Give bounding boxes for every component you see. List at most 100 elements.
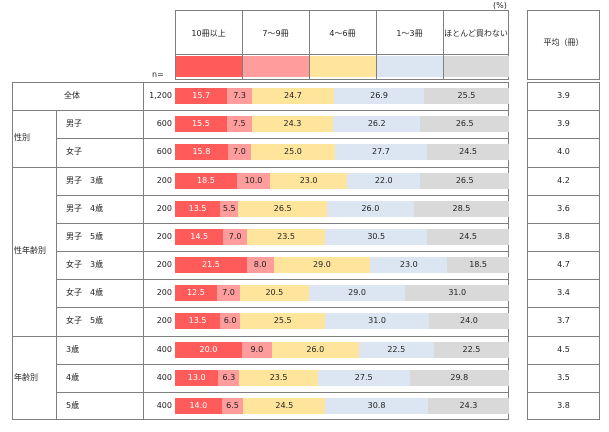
bar-segment: 7.5 <box>226 116 252 133</box>
data-label: 23.5 <box>277 231 295 241</box>
bar-segment: 28.5 <box>413 200 509 217</box>
row-n: 600 <box>156 147 172 156</box>
n-header: n= <box>152 70 164 79</box>
bar-segment: 25.5 <box>240 313 326 330</box>
bar-segment: 29.8 <box>409 369 509 386</box>
data-label: 25.5 <box>457 91 476 101</box>
bar-segment: 26.9 <box>334 88 424 105</box>
row-n: 200 <box>156 204 172 213</box>
section-divider <box>12 336 509 337</box>
row-divider <box>56 195 509 196</box>
bar-segment: 24.5 <box>243 397 326 414</box>
bar-segment: 13.5 <box>175 313 221 330</box>
row-label: 女子 5歳 <box>66 316 104 325</box>
legend-col-divider <box>443 10 444 80</box>
average-row-divider <box>527 251 600 252</box>
bar-segment: 5.5 <box>220 200 239 217</box>
bar-segment: 25.0 <box>251 144 335 161</box>
data-label: 24.3 <box>283 119 302 129</box>
average-row-divider <box>527 392 600 393</box>
data-label: 26.5 <box>273 203 292 213</box>
row-average: 3.9 <box>557 119 570 128</box>
row-label: 女子 3歳 <box>66 260 104 269</box>
legend-label: 10冊以上 <box>191 29 226 38</box>
row-average: 4.2 <box>557 176 570 185</box>
legend-col-divider <box>309 10 310 80</box>
bar-segment: 24.5 <box>427 228 509 245</box>
legend-swatch <box>176 56 242 77</box>
data-label: 31.0 <box>368 316 386 326</box>
bar-segment: 24.3 <box>251 116 333 133</box>
bar-segment: 26.2 <box>332 116 421 133</box>
bar-segment: 7.0 <box>223 228 247 245</box>
row-label: 男子 4歳 <box>66 204 104 213</box>
legend-label: 1～3冊 <box>396 29 423 38</box>
row-average: 4.7 <box>557 260 570 269</box>
data-label: 7.0 <box>233 147 246 157</box>
data-label: 31.0 <box>448 288 467 298</box>
bar-segment: 31.0 <box>405 285 509 302</box>
row-average: 3.9 <box>557 91 570 100</box>
data-label: 20.5 <box>265 288 284 298</box>
bar-segment: 26.5 <box>238 200 327 217</box>
unit-label: (%) <box>493 1 507 10</box>
data-label: 13.0 <box>187 372 206 382</box>
data-label: 26.9 <box>370 91 388 101</box>
row-label: 女子 4歳 <box>66 288 104 297</box>
bar-segment: 18.5 <box>175 172 237 189</box>
data-label: 28.5 <box>452 203 471 213</box>
bar-segment: 31.0 <box>325 313 429 330</box>
row-divider <box>56 138 509 139</box>
bar-segment: 10.0 <box>236 172 271 189</box>
group-label: 性年齢別 <box>14 246 46 255</box>
data-label: 24.7 <box>284 91 302 101</box>
bar-segment: 27.7 <box>334 144 428 161</box>
average-row-divider <box>527 307 600 308</box>
data-label: 26.0 <box>361 203 380 213</box>
row-label: 女子 <box>66 147 82 156</box>
legend-label: 7～9冊 <box>262 29 289 38</box>
data-label: 27.5 <box>354 372 373 382</box>
data-label: 8.0 <box>253 260 267 270</box>
data-label: 6.0 <box>223 316 237 326</box>
row-label: 5歳 <box>66 401 80 410</box>
bar-segment: 24.3 <box>427 397 509 414</box>
data-label: 20.0 <box>199 344 218 354</box>
data-label: 26.5 <box>455 175 474 185</box>
data-label: 18.5 <box>196 175 215 185</box>
bar-segment: 7.0 <box>216 285 241 302</box>
data-label: 15.7 <box>192 91 211 101</box>
data-label: 26.2 <box>367 119 386 129</box>
data-label: 23.0 <box>399 260 418 270</box>
legend-col-divider <box>242 10 243 80</box>
data-label: 5.5 <box>222 203 236 213</box>
bar-segment: 8.0 <box>246 257 274 274</box>
row-divider <box>56 392 509 393</box>
row-divider <box>56 307 509 308</box>
data-label: 30.5 <box>367 231 386 241</box>
group-label: 性別 <box>14 133 30 142</box>
row-average: 3.5 <box>557 373 570 382</box>
bar-segment: 20.5 <box>240 285 309 302</box>
row-label: 3歳 <box>66 345 80 354</box>
data-label: 24.0 <box>460 316 478 326</box>
row-n: 200 <box>156 288 172 297</box>
data-label: 22.0 <box>374 175 393 185</box>
row-label: 4歳 <box>66 373 80 382</box>
group-label: 年齢別 <box>14 373 38 382</box>
legend-col-divider <box>376 10 377 80</box>
row-label: 男子 5歳 <box>66 232 104 241</box>
average-row-divider <box>527 167 600 168</box>
bar-segment: 6.3 <box>218 369 240 386</box>
data-label: 7.5 <box>232 119 246 129</box>
bar-segment: 9.0 <box>241 341 272 358</box>
group-col-divider <box>56 110 57 420</box>
row-n: 200 <box>156 316 172 325</box>
legend-swatch <box>243 56 309 77</box>
data-label: 24.5 <box>459 231 477 241</box>
bar-segment: 24.7 <box>251 88 335 105</box>
row-label: 全体 <box>64 91 80 100</box>
bar-segment: 20.0 <box>175 341 242 358</box>
bar-segment: 26.5 <box>420 116 509 133</box>
data-label: 6.3 <box>222 372 236 382</box>
